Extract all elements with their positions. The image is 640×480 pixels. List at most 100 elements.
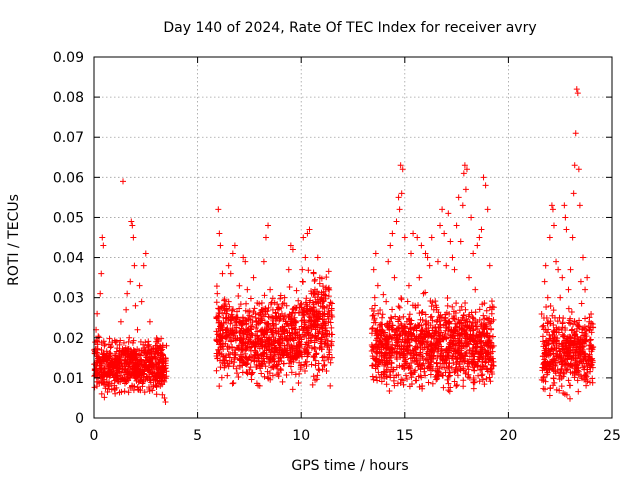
- data-point-dense: [107, 372, 114, 379]
- data-point-dense: [305, 267, 312, 274]
- data-point-dense: [415, 363, 422, 370]
- data-point-dense: [577, 334, 584, 341]
- data-point-dense: [463, 316, 470, 323]
- data-point-dense: [558, 361, 565, 368]
- data-point-dense: [127, 375, 134, 382]
- data-point: [153, 338, 160, 345]
- data-point: [549, 206, 556, 213]
- chart-title: Day 140 of 2024, Rate Of TEC Index for r…: [163, 20, 536, 36]
- data-point-dense: [571, 368, 578, 375]
- data-point-dense: [261, 292, 268, 299]
- data-point-dense: [222, 362, 229, 369]
- data-point: [146, 318, 153, 325]
- data-point-dense: [264, 320, 271, 327]
- data-point-dense: [137, 352, 144, 359]
- data-point-dense: [107, 344, 114, 351]
- data-point-dense: [423, 320, 430, 327]
- data-point-dense: [476, 329, 483, 336]
- data-point-dense: [321, 361, 328, 368]
- data-point-dense: [447, 334, 454, 341]
- data-point-dense: [471, 367, 478, 374]
- data-point-dense: [479, 359, 486, 366]
- data-point-dense: [565, 319, 572, 326]
- data-point-dense: [454, 372, 461, 379]
- data-point-dense: [282, 312, 289, 319]
- data-point-dense: [313, 376, 320, 383]
- data-point: [468, 214, 475, 221]
- data-point: [291, 326, 298, 333]
- data-point-dense: [126, 358, 133, 365]
- data-point-dense: [245, 328, 252, 335]
- data-point-dense: [479, 376, 486, 383]
- data-point: [236, 342, 243, 349]
- data-point-dense: [223, 310, 230, 317]
- data-point: [155, 358, 162, 365]
- data-point-dense: [307, 322, 314, 329]
- data-point-dense: [551, 345, 558, 352]
- data-point: [240, 254, 247, 261]
- data-point-dense: [248, 370, 255, 377]
- data-point: [559, 274, 566, 281]
- data-point-dense: [563, 335, 570, 342]
- data-point-dense: [106, 335, 113, 342]
- data-point-dense: [575, 365, 582, 372]
- data-point: [443, 262, 450, 269]
- data-point-dense: [573, 346, 580, 353]
- data-point-dense: [247, 347, 254, 354]
- data-point: [439, 206, 446, 213]
- data-point: [283, 302, 290, 309]
- data-point-dense: [461, 358, 468, 365]
- data-point-dense: [101, 376, 108, 383]
- data-point-dense: [138, 372, 145, 379]
- data-point-dense: [397, 320, 404, 327]
- data-point-dense: [440, 352, 447, 359]
- data-point-dense: [94, 360, 101, 367]
- y-tick-label: 0.05: [53, 210, 84, 226]
- data-point: [418, 242, 425, 249]
- data-point-dense: [388, 364, 395, 371]
- data-point-dense: [567, 315, 574, 322]
- data-point-dense: [539, 338, 546, 345]
- data-point-dense: [269, 372, 276, 379]
- y-tick-label: 0.07: [53, 130, 84, 146]
- data-point-dense: [230, 363, 237, 370]
- data-point: [385, 258, 392, 265]
- data-point-dense: [120, 339, 127, 346]
- data-point-dense: [278, 304, 285, 311]
- data-point-dense: [242, 339, 249, 346]
- data-point-dense: [575, 388, 582, 395]
- data-point-dense: [486, 334, 493, 341]
- data-point-dense: [437, 321, 444, 328]
- data-point-dense: [466, 324, 473, 331]
- data-point-dense: [423, 328, 430, 335]
- data-point-dense: [470, 345, 477, 352]
- data-point-dense: [427, 371, 434, 378]
- data-point-dense: [587, 324, 594, 331]
- data-point-dense: [395, 325, 402, 332]
- data-point-dense: [148, 349, 155, 356]
- data-point-dense: [400, 381, 407, 388]
- data-point: [215, 206, 222, 213]
- data-point: [111, 386, 118, 393]
- data-point-dense: [415, 302, 422, 309]
- data-point-dense: [289, 325, 296, 332]
- data-point-dense: [238, 320, 245, 327]
- data-point-dense: [564, 352, 571, 359]
- data-point-dense: [133, 367, 140, 374]
- data-point-dense: [460, 312, 467, 319]
- data-point-dense: [98, 390, 105, 397]
- data-point-dense: [316, 280, 323, 287]
- y-tick-label: 0.08: [53, 90, 84, 106]
- data-point-dense: [474, 334, 481, 341]
- data-point-dense: [217, 305, 224, 312]
- data-point-dense: [556, 376, 563, 383]
- data-point: [144, 342, 151, 349]
- data-point: [219, 270, 226, 277]
- data-point-dense: [153, 391, 160, 398]
- data-point: [569, 234, 576, 241]
- data-point-dense: [445, 380, 452, 387]
- data-point: [109, 362, 116, 369]
- data-point-dense: [369, 353, 376, 360]
- data-point-dense: [404, 298, 411, 305]
- data-point: [470, 250, 477, 257]
